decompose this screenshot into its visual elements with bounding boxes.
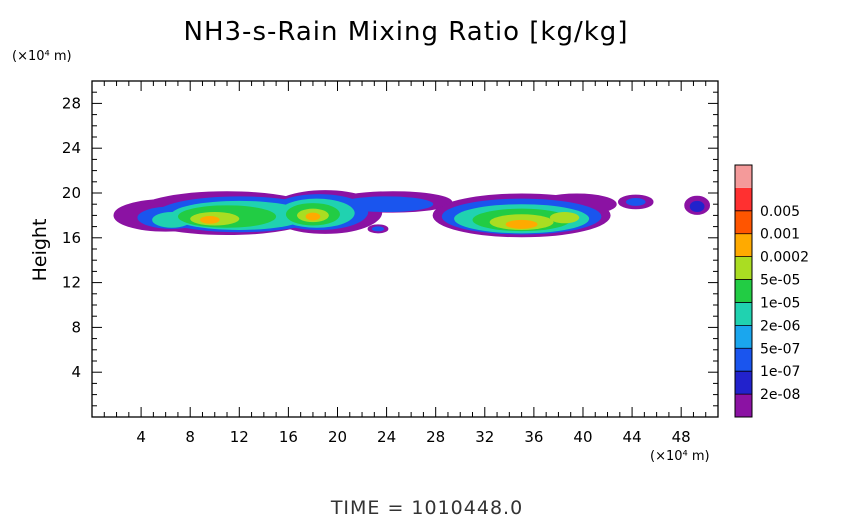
x-tick-label-11: 48 — [672, 428, 691, 446]
y-axis-label: Height — [29, 219, 51, 282]
colorbar-level-label-6: 0.0002 — [760, 250, 809, 266]
y-tick-label-2: 12 — [62, 274, 81, 292]
colorbar-swatch-5 — [735, 279, 752, 303]
contour-blob-16 — [625, 198, 646, 206]
time-label: TIME = 1010448.0 — [330, 497, 523, 519]
colorbar-swatch-0 — [735, 394, 752, 417]
contour-blob-28 — [200, 215, 220, 224]
axis-ticks — [92, 81, 718, 417]
colorbar-level-label-3: 2e-06 — [760, 318, 800, 334]
plot-frame — [91, 80, 719, 418]
x-tick-labels: 4 8 12 16 20 24 28 32 36 40 44 48 — [136, 428, 690, 446]
y-tick-label-5: 24 — [62, 139, 81, 157]
colorbar-swatch-9 — [735, 187, 752, 211]
colorbar: 2e-08 1e-07 5e-07 2e-06 1e-05 5e-05 0.0002 0.00… — [734, 164, 809, 418]
y-tick-label-3: 16 — [62, 229, 81, 247]
colorbar-swatch-8 — [735, 210, 752, 234]
contour-fill-layer — [113, 190, 711, 238]
colorbar-swatch-7 — [735, 233, 752, 257]
x-tick-label-3: 16 — [279, 428, 298, 446]
x-tick-label-1: 8 — [185, 428, 195, 446]
x-tick-label-9: 40 — [573, 428, 592, 446]
colorbar-level-label-5: 5e-05 — [760, 273, 800, 289]
contour-blob-9 — [689, 200, 705, 213]
y-tick-labels: 4 8 12 16 20 24 28 — [62, 94, 81, 381]
x-tick-label-6: 28 — [426, 428, 445, 446]
x-tick-label-10: 44 — [623, 428, 642, 446]
colorbar-level-label-8: 0.005 — [760, 204, 800, 220]
x-tick-label-7: 32 — [475, 428, 494, 446]
colorbar-frame — [734, 164, 753, 418]
x-tick-label-8: 36 — [524, 428, 543, 446]
colorbar-level-label-2: 5e-07 — [760, 341, 800, 357]
colorbar-swatch-10 — [735, 165, 752, 188]
x-tick-label-4: 20 — [328, 428, 347, 446]
contour-blob-30 — [505, 219, 538, 229]
x-tick-label-0: 4 — [136, 428, 146, 446]
contour-blob-27 — [549, 212, 580, 224]
colorbar-level-label-4: 1e-05 — [760, 295, 800, 311]
y-tick-label-6: 28 — [62, 94, 81, 112]
y-tick-label-1: 8 — [71, 318, 81, 336]
chart-title: NH3-s-Rain Mixing Ratio [kg/kg] — [184, 17, 629, 47]
contour-blob-15 — [371, 226, 385, 232]
x-tick-label-5: 24 — [377, 428, 396, 446]
colorbar-swatch-2 — [735, 348, 752, 372]
colorbar-swatch-3 — [735, 325, 752, 349]
colorbar-level-label-7: 0.001 — [760, 227, 800, 243]
y-tick-label-0: 4 — [71, 363, 81, 381]
colorbar-level-label-1: 1e-07 — [760, 364, 800, 380]
y-axis-unit: (×10⁴ m) — [12, 49, 72, 64]
y-tick-label-4: 20 — [62, 184, 81, 202]
x-tick-label-2: 12 — [230, 428, 249, 446]
colorbar-swatch-4 — [735, 302, 752, 326]
x-axis-unit: (×10⁴ m) — [650, 449, 710, 464]
colorbar-level-label-0: 2e-08 — [760, 387, 800, 403]
contour-blob-29 — [305, 212, 321, 221]
contour-blob-13 — [339, 196, 434, 213]
colorbar-swatch-6 — [735, 256, 752, 280]
colorbar-swatch-1 — [735, 371, 752, 395]
